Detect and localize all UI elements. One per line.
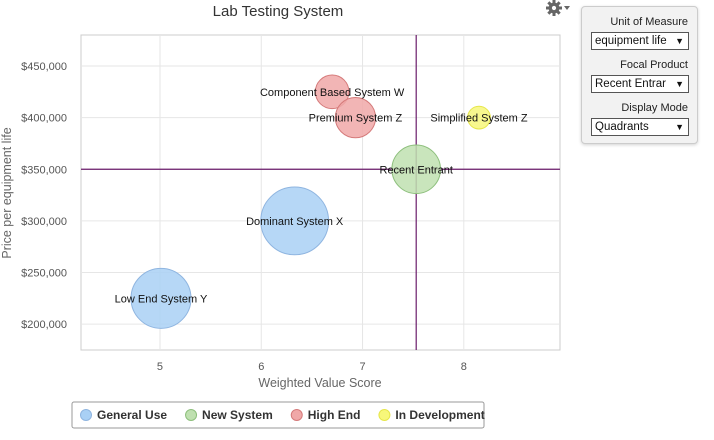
unit-of-measure-value: equipment life [595,35,667,47]
bubble-point[interactable] [391,144,441,195]
y-axis-label: Price per equipment life [0,127,14,258]
x-tick-label: 6 [258,361,264,373]
focal-product-label: Focal Product [620,59,688,71]
dropdown-caret-icon: ▼ [675,36,684,46]
legend-label: General Use [97,408,167,422]
legend-item[interactable]: General Use [80,408,168,422]
x-tick-label: 5 [157,361,163,373]
bubble-label: Component Based System W [260,87,405,99]
legend-label: In Development [395,408,484,422]
bubble-label: Recent Entrant [380,164,453,176]
y-tick-label: $300,000 [21,216,67,228]
x-axis-label: Weighted Value Score [258,376,381,390]
bubble-point[interactable] [334,97,377,139]
legend-box [71,401,485,429]
gear-icon [546,0,570,16]
legend-item[interactable]: New System [185,408,273,422]
x-tick-label: 7 [359,361,365,373]
x-tick-label: 8 [461,361,467,373]
display-mode-select[interactable]: Quadrants ▼ [591,118,689,136]
legend-item[interactable]: High End [290,408,361,422]
legend-swatch [80,409,92,421]
axis-ticks: 5 6 7 8 $200,000 $250,000 $300,000 $350,000 $400… [21,61,467,373]
y-tick-label: $450,000 [21,61,67,73]
bubble-point[interactable] [130,267,192,329]
settings-button[interactable] [544,0,574,18]
focal-product-select[interactable]: Recent Entrar ▼ [591,75,689,93]
legend-swatch [378,409,391,421]
legend: General Use New System High End In Developm… [71,401,485,429]
bubble-point[interactable] [467,105,491,130]
bubble-label: Simplified System Z [430,113,527,125]
control-panel: Unit of Measure equipment life ▼ Focal P… [581,6,698,144]
focal-product-value: Recent Entrar [595,78,666,90]
bubble-label: Dominant System X [246,216,344,228]
bubble-label: Low End System Y [115,293,208,305]
legend-label: New System [202,408,273,422]
dropdown-caret-icon [564,6,570,10]
bubble-label: Premium System Z [309,113,403,125]
y-tick-label: $400,000 [21,113,67,125]
chart-title: Lab Testing System [213,3,344,20]
y-tick-label: $200,000 [21,319,67,331]
bubble-point[interactable] [314,74,350,110]
bubble-labels: Low End System Y Dominant System X Recent … [115,87,528,306]
y-tick-label: $350,000 [21,164,67,176]
legend-swatch [290,409,303,421]
legend-label: High End [308,408,361,422]
bubble-point[interactable] [260,186,330,256]
legend-swatch [185,409,198,421]
bubbles [130,74,491,329]
dropdown-caret-icon: ▼ [675,122,684,132]
unit-of-measure-select[interactable]: equipment life ▼ [591,32,689,50]
y-tick-label: $250,000 [21,268,67,280]
dropdown-caret-icon: ▼ [675,79,684,89]
legend-item[interactable]: In Development [378,408,485,422]
display-mode-value: Quadrants [595,121,649,133]
unit-of-measure-label: Unit of Measure [610,16,688,28]
display-mode-label: Display Mode [621,102,688,114]
